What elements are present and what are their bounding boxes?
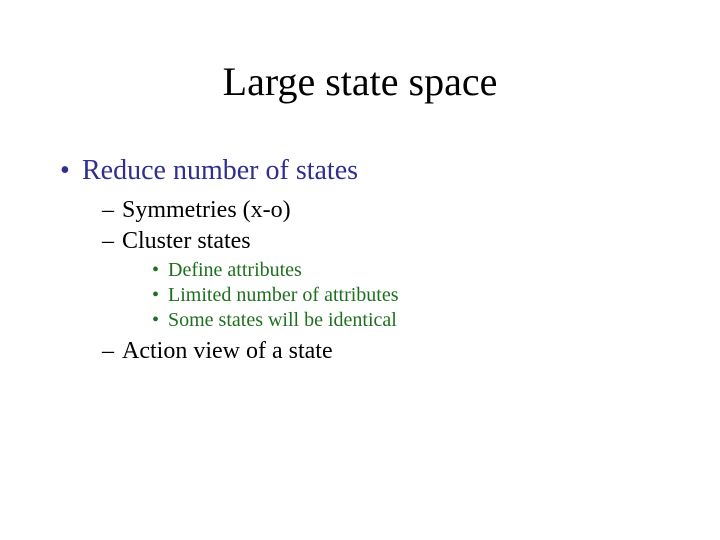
dot-icon: • [152, 259, 168, 282]
bullet-text: Reduce number of states [82, 155, 358, 186]
bullet-level2: –Action view of a state [60, 338, 680, 365]
slide-title: Large state space [0, 58, 720, 105]
dash-icon: – [102, 338, 122, 365]
slide: Large state space •Reduce number of stat… [0, 0, 720, 540]
bullet-icon: • [60, 155, 82, 187]
dash-icon: – [102, 228, 122, 255]
bullet-level1: •Reduce number of states [60, 155, 680, 187]
bullet-text: Cluster states [122, 228, 251, 254]
bullet-level2: –Cluster states [60, 228, 680, 255]
bullet-text: Define attributes [168, 259, 302, 281]
bullet-level2: –Symmetries (x-o) [60, 197, 680, 224]
bullet-level3: •Define attributes [60, 259, 680, 282]
bullet-text: Some states will be identical [168, 309, 397, 331]
bullet-text: Symmetries (x-o) [122, 197, 291, 223]
slide-body: •Reduce number of states –Symmetries (x-… [60, 155, 680, 371]
dash-icon: – [102, 197, 122, 224]
bullet-text: Limited number of attributes [168, 284, 399, 306]
dot-icon: • [152, 284, 168, 307]
bullet-level3: •Limited number of attributes [60, 284, 680, 307]
dot-icon: • [152, 309, 168, 332]
bullet-level3: •Some states will be identical [60, 309, 680, 332]
bullet-text: Action view of a state [122, 338, 333, 364]
